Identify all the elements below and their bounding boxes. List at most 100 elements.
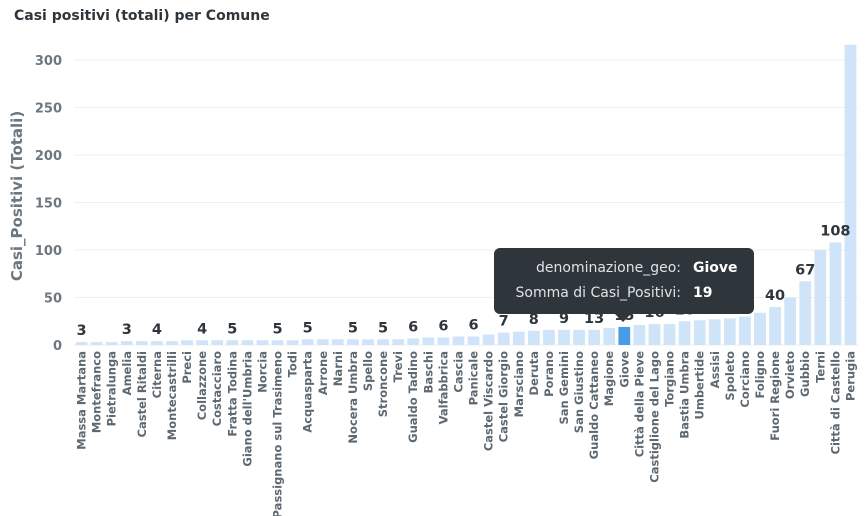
x-tick-label: Amelia [120, 351, 134, 395]
x-tick-label: Preci [180, 351, 194, 384]
bar [482, 334, 495, 345]
bar [90, 342, 103, 345]
bar [844, 44, 857, 346]
x-tick-label: Montecastrilli [165, 351, 179, 440]
bar [769, 307, 781, 345]
data-label: 6 [438, 318, 448, 334]
tooltip-row-name: denominazione_geo: Giove [494, 260, 754, 282]
y-tick-label: 50 [44, 292, 62, 307]
tooltip-key: Somma di Casi_Positivi: [515, 285, 681, 301]
bar [377, 339, 389, 345]
bar [120, 341, 133, 345]
x-tick-label: Gubbio [798, 351, 812, 397]
x-tick-label: Valfabbrica [436, 351, 450, 424]
bar [558, 329, 570, 345]
bar [392, 339, 405, 345]
bar [166, 341, 178, 345]
x-tick-label: Gualdo Tadino [406, 351, 420, 443]
x-tick-label: Bastia Umbra [678, 351, 692, 439]
bar [407, 338, 420, 345]
x-tick-label: Marsciano [512, 351, 526, 417]
bar [422, 337, 435, 345]
bar [708, 319, 721, 345]
x-tick-label: Corciano [738, 351, 752, 408]
x-tick-label: Trevi [391, 351, 405, 383]
tooltip-value: 19 [693, 285, 713, 301]
x-tick-label: Giove [617, 351, 631, 388]
x-tick-label: Citerna [150, 351, 164, 398]
x-tick-label: Fuori Regione [768, 351, 782, 441]
x-tick-label: Foligno [753, 351, 767, 399]
data-label: 6 [408, 319, 418, 335]
x-tick-label: Giano dell'Umbria [240, 351, 254, 467]
x-tick-label: Assisi [708, 351, 722, 388]
bar [799, 281, 812, 345]
tooltip-key: denominazione_geo: [536, 260, 681, 276]
x-tick-label: Porano [542, 351, 556, 397]
x-tick-label: San Giustino [572, 351, 586, 433]
x-tick-label: Castel Ritaldi [135, 351, 149, 437]
bar [754, 312, 766, 345]
x-axis-ticks: Massa Martana Montefranco Pietralunga Ameli… [75, 351, 858, 516]
x-tick-label: Castel Giorgio [497, 351, 511, 442]
bar [211, 340, 224, 345]
bar [256, 340, 269, 345]
bar [723, 318, 736, 345]
bar [316, 339, 329, 345]
bar [437, 337, 450, 345]
data-label: 13 [584, 311, 604, 327]
data-label: 6 [468, 317, 478, 333]
data-label: 4 [152, 322, 162, 338]
x-tick-label: Cascia [451, 351, 465, 393]
data-label: 4 [197, 321, 207, 337]
bar [135, 341, 148, 345]
y-axis-label: Casi_Positivi (Totali) [8, 111, 26, 281]
data-label: 5 [348, 320, 358, 336]
bar [331, 339, 344, 345]
x-tick-label: Costacciaro [210, 351, 224, 426]
data-label: 3 [76, 323, 86, 339]
x-tick-label: Acquasparta [301, 351, 315, 433]
x-tick-label: Spoleto [723, 351, 737, 401]
y-tick-label: 0 [53, 339, 62, 354]
bar [663, 324, 676, 345]
tooltip-row-sum: Somma di Casi_Positivi: 19 [494, 285, 754, 307]
x-tick-label: Castel Viscardo [482, 351, 496, 451]
bars [75, 44, 857, 346]
bar [226, 340, 239, 345]
bar [739, 316, 751, 345]
bar [301, 339, 314, 345]
x-tick-label: Spello [361, 351, 375, 391]
x-tick-label: Città della Pieve [632, 351, 646, 457]
bar [286, 340, 299, 345]
x-tick-label: Pietralunga [105, 351, 119, 426]
x-tick-label: Nocera Umbra [346, 351, 360, 444]
bar [603, 327, 616, 345]
bar [452, 336, 465, 345]
bar [512, 331, 525, 345]
bar [543, 329, 555, 345]
y-tick-label: 150 [35, 197, 62, 212]
bar [181, 340, 193, 345]
x-tick-label: San Gemini [557, 351, 571, 425]
tooltip-pointer [615, 314, 631, 322]
data-label: 8 [529, 312, 539, 328]
y-tick-label: 200 [35, 149, 62, 164]
data-label: 9 [559, 311, 569, 327]
x-tick-label: Castiglione del Lago [647, 351, 661, 483]
y-tick-label: 300 [35, 54, 62, 69]
x-tick-label: Orvieto [783, 351, 797, 399]
x-tick-label: Fratta Todina [225, 351, 239, 437]
x-tick-label: Arrone [316, 351, 330, 395]
bar [648, 324, 661, 345]
bar [588, 329, 601, 345]
bar [75, 342, 88, 345]
bar [362, 339, 374, 345]
bar [633, 325, 646, 345]
bar [241, 340, 254, 345]
data-label: 108 [820, 223, 850, 239]
x-tick-label: Passignano sul Trasimeno [271, 351, 285, 516]
x-tick-label: Baschi [421, 351, 435, 393]
bar [105, 342, 118, 345]
bar [151, 341, 163, 345]
